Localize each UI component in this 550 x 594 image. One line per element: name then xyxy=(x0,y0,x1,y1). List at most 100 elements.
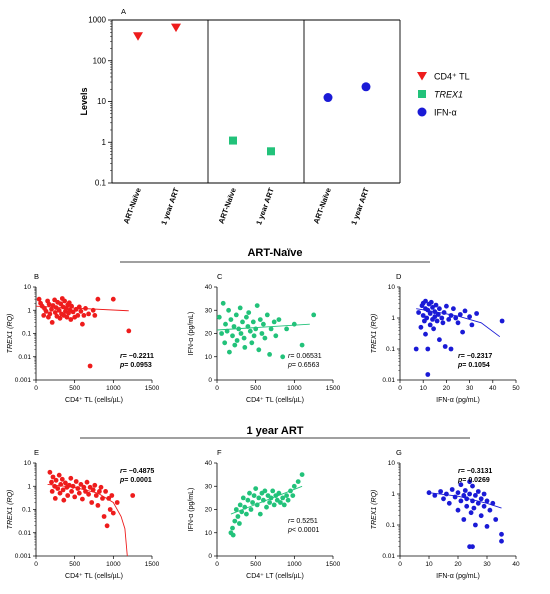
data-point xyxy=(78,308,84,314)
data-point xyxy=(291,483,297,489)
data-point xyxy=(455,320,461,326)
data-point xyxy=(452,494,458,500)
y-tick-label: 100 xyxy=(93,56,107,65)
data-point xyxy=(273,333,279,339)
data-point xyxy=(47,311,53,317)
data-point xyxy=(461,493,467,498)
data-point xyxy=(457,312,463,317)
data-point xyxy=(47,469,53,475)
data-point xyxy=(276,317,282,322)
x-tick-label: 1500 xyxy=(326,385,341,392)
legend-marker xyxy=(417,107,427,117)
data-point xyxy=(57,315,63,321)
data-point xyxy=(58,482,64,487)
panel-b: B 0.001 0.01 0.1 1 10 0 500 1000 1500 CD4⁺ TL (cel… xyxy=(7,272,160,404)
data-point xyxy=(423,331,428,337)
y-tick-label: 0.01 xyxy=(18,354,31,361)
x-tick-label: 1500 xyxy=(145,385,160,392)
data-point xyxy=(281,502,287,508)
data-point xyxy=(133,32,143,41)
y-tick-label: 40 xyxy=(205,460,213,467)
data-point xyxy=(64,314,70,320)
data-point xyxy=(232,518,238,524)
data-point xyxy=(448,346,454,352)
data-point xyxy=(484,524,490,529)
data-point xyxy=(464,503,470,509)
data-point xyxy=(87,363,93,369)
data-point xyxy=(240,495,246,501)
data-point xyxy=(76,490,82,496)
panel-e: E 0.001 0.01 0.1 1 10 0 500 1000 1500 CD4⁺ TL (cel… xyxy=(7,448,160,580)
section-title-art-naive: ART-Naïve xyxy=(247,247,302,259)
x-tick-label: 0 xyxy=(398,385,402,392)
data-point xyxy=(56,472,62,478)
legend-label: IFN-α xyxy=(434,108,457,118)
x-tick-label: 10 xyxy=(420,385,428,392)
data-point xyxy=(473,493,478,498)
y-tick-label: 30 xyxy=(205,307,213,314)
data-point xyxy=(323,93,333,103)
data-point xyxy=(475,500,481,506)
panel-label: D xyxy=(396,272,402,281)
data-point xyxy=(220,300,226,306)
data-point xyxy=(90,487,96,493)
data-point xyxy=(107,507,113,512)
y-tick-label: 0.1 xyxy=(386,346,395,353)
data-point xyxy=(499,538,504,544)
y-tick-label: 1000 xyxy=(88,16,106,25)
data-point xyxy=(444,491,449,497)
data-point xyxy=(46,301,52,307)
y-axis-title: TREX1 (RQ) xyxy=(7,490,14,530)
data-point xyxy=(248,507,254,512)
data-point xyxy=(484,498,490,504)
data-point xyxy=(437,306,442,312)
data-point xyxy=(467,479,472,485)
x-tick-label: 50 xyxy=(512,385,520,392)
data-point xyxy=(427,322,433,328)
data-point xyxy=(83,306,88,311)
data-point xyxy=(53,305,59,310)
x-tick-label: 10 xyxy=(425,561,433,568)
data-point xyxy=(278,500,283,505)
y-tick-label: 0.01 xyxy=(382,553,395,560)
data-point xyxy=(446,317,452,322)
data-point xyxy=(251,333,257,339)
data-point xyxy=(92,482,98,488)
data-point xyxy=(237,305,243,311)
data-point xyxy=(256,347,262,353)
data-point xyxy=(284,493,289,498)
data-point xyxy=(271,319,277,325)
data-point xyxy=(36,296,42,302)
data-point xyxy=(285,497,291,503)
x-category-label: 1 year ART xyxy=(159,186,181,226)
x-tick-label: 500 xyxy=(69,385,80,392)
data-point xyxy=(478,513,484,519)
y-tick-label: 0.1 xyxy=(22,507,31,514)
data-point xyxy=(481,503,487,509)
data-point xyxy=(267,352,272,357)
data-point xyxy=(490,500,496,506)
p-statistic: p= 0.0269 xyxy=(457,477,490,484)
data-point xyxy=(251,493,257,498)
data-point xyxy=(458,498,464,504)
data-point xyxy=(110,296,116,302)
data-point xyxy=(52,310,58,315)
panel-label: B xyxy=(34,272,39,281)
data-point xyxy=(474,311,479,316)
y-tick-label: 20 xyxy=(205,507,213,514)
data-point xyxy=(437,337,442,343)
panel-label: G xyxy=(396,448,402,457)
data-point xyxy=(62,298,67,304)
x-tick-label: 500 xyxy=(250,385,261,392)
data-point xyxy=(95,503,101,508)
p-statistic: p= 0.0953 xyxy=(119,362,152,369)
data-point xyxy=(259,331,265,336)
data-point xyxy=(441,496,446,502)
data-point xyxy=(245,497,251,503)
data-point xyxy=(264,504,269,510)
data-point xyxy=(444,303,449,309)
data-point xyxy=(43,308,49,314)
data-point xyxy=(481,491,487,497)
data-point xyxy=(257,317,263,322)
y-tick-label: 0.01 xyxy=(18,530,31,537)
